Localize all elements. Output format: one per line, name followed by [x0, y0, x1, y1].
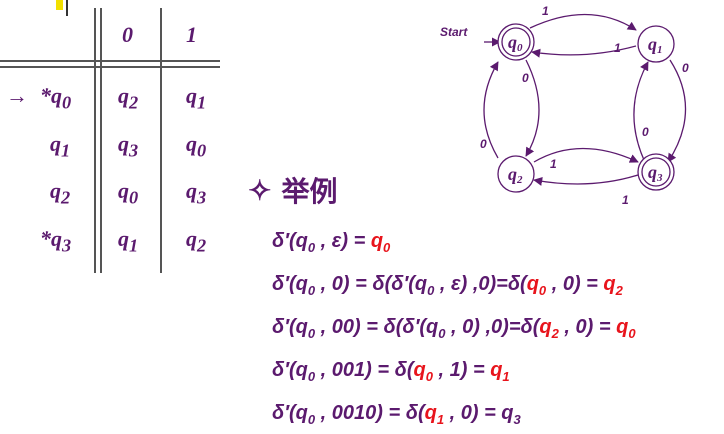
- edge-q2-q0: [483, 61, 499, 159]
- state-q0-label: q0: [508, 32, 523, 54]
- edge-q1-q3: [667, 59, 687, 163]
- example-heading: ✧ 举例: [248, 170, 337, 210]
- edge-q3-q1: [633, 61, 649, 161]
- table-cell: q3: [186, 178, 207, 208]
- edge-label-q0-q2: 0: [522, 71, 529, 85]
- table-divider: [100, 8, 102, 273]
- equation-4: δ′(q0 , 001) = δ(q0 , 1) = q1: [272, 359, 510, 384]
- equation-5: δ′(q0 , 0010) = δ(q1 , 0) = q3: [272, 402, 521, 427]
- start-label: Start: [440, 25, 468, 39]
- state-q3-label: q3: [648, 162, 663, 184]
- corner-line: [66, 0, 68, 16]
- sparkle-icon: ✧: [248, 173, 272, 207]
- state-q2: [497, 155, 535, 193]
- state-q3: [641, 157, 671, 187]
- edge-label-q1-q0: 1: [614, 41, 621, 55]
- state-diagram: q0 q1 q2 q3 Start 1 1 0 0 1 1 0 0: [440, 4, 689, 207]
- edge-label-q2-q3: 1: [550, 157, 557, 171]
- corner-marker: [56, 0, 63, 10]
- equation-1: δ′(q0 , ε) = q0: [272, 230, 391, 255]
- column-header-1: 1: [186, 22, 197, 47]
- edge-label-q2-q0: 0: [480, 137, 487, 151]
- edge-q3-q2: [533, 174, 639, 186]
- example-title: 举例: [281, 175, 338, 208]
- edge-q1-q0: [531, 45, 637, 58]
- table-row-state: q1: [50, 131, 71, 161]
- edge-label-q1-q3: 0: [682, 61, 689, 75]
- table-divider: [94, 8, 96, 273]
- table-cell: q2: [118, 83, 139, 113]
- edge-q2-q3: [533, 147, 639, 163]
- column-header-0: 0: [122, 22, 133, 47]
- equation-2: δ′(q0 , 0) = δ(δ′(q0 , ε) ,0)=δ(q0 , 0) …: [272, 273, 623, 298]
- state-q0: [501, 27, 531, 57]
- table-row-state: *q0: [40, 83, 72, 113]
- table-row-state: q2: [50, 178, 71, 208]
- equation-3: δ′(q0 , 00) = δ(δ′(q0 , 0) ,0)=δ(q2 , 0)…: [272, 316, 636, 341]
- state-q2-label: q2: [508, 164, 523, 186]
- table-cell: q3: [118, 131, 139, 161]
- edge-label-q3-q1: 0: [642, 125, 649, 139]
- state-q1: [637, 25, 675, 63]
- table-cell: q0: [186, 131, 207, 161]
- table-divider: [0, 60, 220, 62]
- table-cell: q1: [186, 83, 207, 113]
- table-divider: [160, 8, 162, 273]
- table-cell: q2: [186, 226, 207, 256]
- table-divider: [0, 66, 220, 68]
- table-cell: q0: [118, 178, 139, 208]
- edge-label-q0-q1: 1: [542, 4, 549, 18]
- edge-q0-q1: [529, 13, 637, 31]
- table-cell: q1: [118, 226, 139, 256]
- start-arrow: →: [6, 83, 28, 108]
- edge-label-q3-q2: 1: [622, 193, 629, 207]
- edge-q0-q2: [525, 59, 540, 157]
- state-q1-label: q1: [648, 34, 663, 56]
- table-row-state: *q3: [40, 226, 72, 256]
